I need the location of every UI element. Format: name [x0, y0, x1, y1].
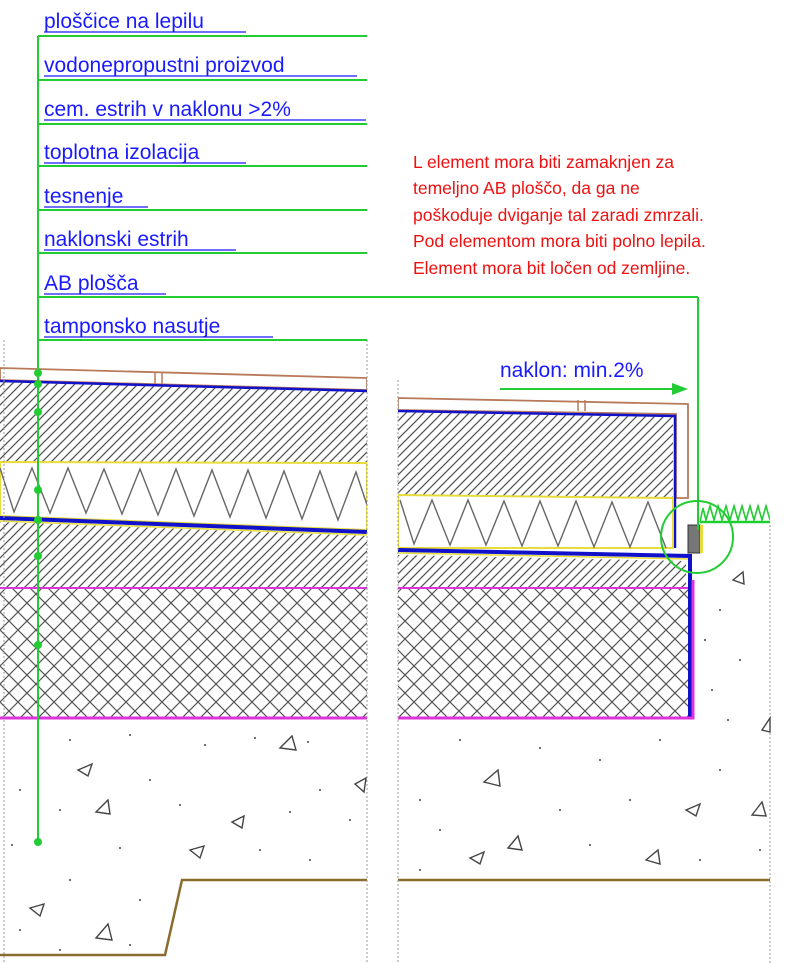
ground-line — [0, 878, 367, 957]
thermal-insulation-right — [398, 493, 674, 549]
label-underlines — [44, 31, 366, 338]
sealing-membrane-right — [398, 548, 692, 718]
gravel-fill-right — [468, 570, 771, 866]
layer-label-insulation: toplotna izolacija — [44, 141, 200, 164]
sealing-membrane — [0, 516, 367, 534]
layer-label-slope-screed: naklonski estrih — [44, 228, 189, 251]
waterproof-membrane-right — [398, 409, 677, 548]
note-line-5: Element mora bit ločen od zemljine. — [413, 258, 690, 278]
layer-label-waterproof: vodonepropustni proizvod — [44, 54, 285, 77]
thermal-insulation — [0, 460, 367, 532]
slope-screed-hatch — [0, 522, 367, 588]
gravel-fill-left — [28, 734, 367, 941]
left-section — [0, 367, 367, 957]
note-line-1: L element mora biti zamaknjen za — [413, 152, 674, 172]
ab-slab-right — [398, 588, 688, 718]
layer-label-gravel: tamponsko nasutje — [44, 315, 220, 338]
leader-dots — [34, 369, 42, 846]
warning-note: L element mora biti zamaknjen za temeljn… — [413, 152, 706, 278]
layer-label-screed: cem. estrih v naklonu >2% — [44, 98, 291, 121]
slope-arrow — [500, 383, 688, 395]
slope-label: naklon: min.2% — [500, 359, 644, 382]
layer-label-slab: AB plošča — [44, 272, 139, 295]
cement-screed-hatch — [0, 382, 367, 463]
note-line-3: poškoduje dviganje tal zaradi zmrzali. — [413, 205, 704, 225]
layer-label-tiles: ploščice na lepilu — [44, 10, 204, 33]
layer-labels: ploščice na lepilu vodonepropustni proiz… — [44, 10, 291, 338]
waterproof-membrane — [0, 379, 367, 393]
layer-label-sealing: tesnenje — [44, 185, 123, 208]
insulation-zigzag — [0, 466, 367, 523]
layer-leaders — [37, 35, 699, 842]
right-section — [398, 397, 770, 882]
tile-layer — [0, 367, 367, 391]
ab-slab — [0, 588, 367, 718]
note-line-4: Pod elementom mora biti polno lepila. — [413, 231, 706, 251]
cement-screed-hatch-right — [398, 412, 673, 498]
note-line-2: temeljno AB ploščo, da ga ne — [413, 178, 640, 198]
